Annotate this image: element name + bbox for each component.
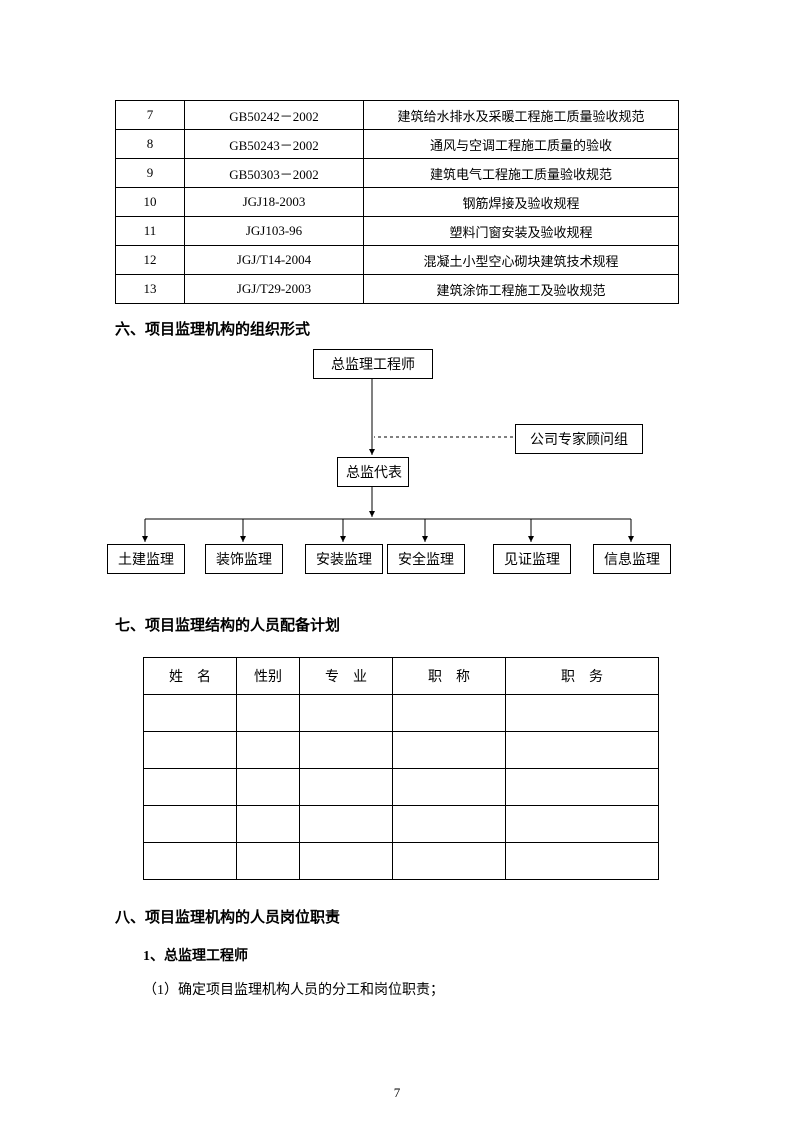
cell-code: JGJ/T29-2003: [185, 275, 364, 304]
col-title: 职 称: [393, 658, 506, 695]
cell-num: 13: [116, 275, 185, 304]
cell-title: 塑料门窗安装及验收规程: [364, 217, 679, 246]
org-node-leaf: 土建监理: [107, 544, 185, 574]
page-number: 7: [0, 1085, 794, 1101]
cell-num: 7: [116, 101, 185, 130]
table-row: [144, 769, 659, 806]
table-row: 9 GB50303－2002 建筑电气工程施工质量验收规范: [116, 159, 679, 188]
cell-code: JGJ103-96: [185, 217, 364, 246]
cell-title: 建筑给水排水及采暖工程施工质量验收规范: [364, 101, 679, 130]
heading-section-6: 六、项目监理机构的组织形式: [115, 318, 679, 339]
cell-code: GB50242－2002: [185, 101, 364, 130]
cell-num: 10: [116, 188, 185, 217]
cell-num: 8: [116, 130, 185, 159]
heading-section-8: 八、项目监理机构的人员岗位职责: [115, 906, 679, 927]
org-node-advisor: 公司专家顾问组: [515, 424, 643, 454]
cell-code: GB50303－2002: [185, 159, 364, 188]
table-row: 12 JGJ/T14-2004 混凝土小型空心砌块建筑技术规程: [116, 246, 679, 275]
org-node-leaf: 信息监理: [593, 544, 671, 574]
duty-item-1: （1）确定项目监理机构人员的分工和岗位职责；: [143, 979, 679, 999]
table-row: 8 GB50243－2002 通风与空调工程施工质量的验收: [116, 130, 679, 159]
table-row: 13 JGJ/T29-2003 建筑涂饰工程施工及验收规范: [116, 275, 679, 304]
cell-code: JGJ18-2003: [185, 188, 364, 217]
org-node-leaf: 见证监理: [493, 544, 571, 574]
org-node-chief: 总监理工程师: [313, 349, 433, 379]
org-node-leaf: 装饰监理: [205, 544, 283, 574]
heading-section-7: 七、项目监理结构的人员配备计划: [115, 614, 679, 635]
table-row: 11 JGJ103-96 塑料门窗安装及验收规程: [116, 217, 679, 246]
col-major: 专 业: [300, 658, 393, 695]
table-row: [144, 732, 659, 769]
table-row: 10 JGJ18-2003 钢筋焊接及验收规程: [116, 188, 679, 217]
org-node-leaf: 安装监理: [305, 544, 383, 574]
cell-num: 12: [116, 246, 185, 275]
table-row: [144, 806, 659, 843]
table-row: [144, 695, 659, 732]
cell-title: 建筑涂饰工程施工及验收规范: [364, 275, 679, 304]
org-node-deputy: 总监代表: [337, 457, 409, 487]
col-gender: 性别: [237, 658, 300, 695]
standards-table: 7 GB50242－2002 建筑给水排水及采暖工程施工质量验收规范 8 GB5…: [115, 100, 679, 304]
subheading-1: 1、总监理工程师: [143, 945, 679, 965]
col-duty: 职 务: [506, 658, 659, 695]
cell-title: 建筑电气工程施工质量验收规范: [364, 159, 679, 188]
cell-code: JGJ/T14-2004: [185, 246, 364, 275]
org-node-leaf: 安全监理: [387, 544, 465, 574]
table-row: [144, 843, 659, 880]
staff-table: 姓 名 性别 专 业 职 称 职 务: [143, 657, 659, 880]
col-name: 姓 名: [144, 658, 237, 695]
cell-code: GB50243－2002: [185, 130, 364, 159]
cell-num: 11: [116, 217, 185, 246]
cell-num: 9: [116, 159, 185, 188]
cell-title: 混凝土小型空心砌块建筑技术规程: [364, 246, 679, 275]
table-row: 7 GB50242－2002 建筑给水排水及采暖工程施工质量验收规范: [116, 101, 679, 130]
org-chart: 总监理工程师 公司专家顾问组 总监代表 土建监理 装饰监理 安装监理 安全监理 …: [115, 349, 679, 584]
table-header-row: 姓 名 性别 专 业 职 称 职 务: [144, 658, 659, 695]
cell-title: 钢筋焊接及验收规程: [364, 188, 679, 217]
cell-title: 通风与空调工程施工质量的验收: [364, 130, 679, 159]
